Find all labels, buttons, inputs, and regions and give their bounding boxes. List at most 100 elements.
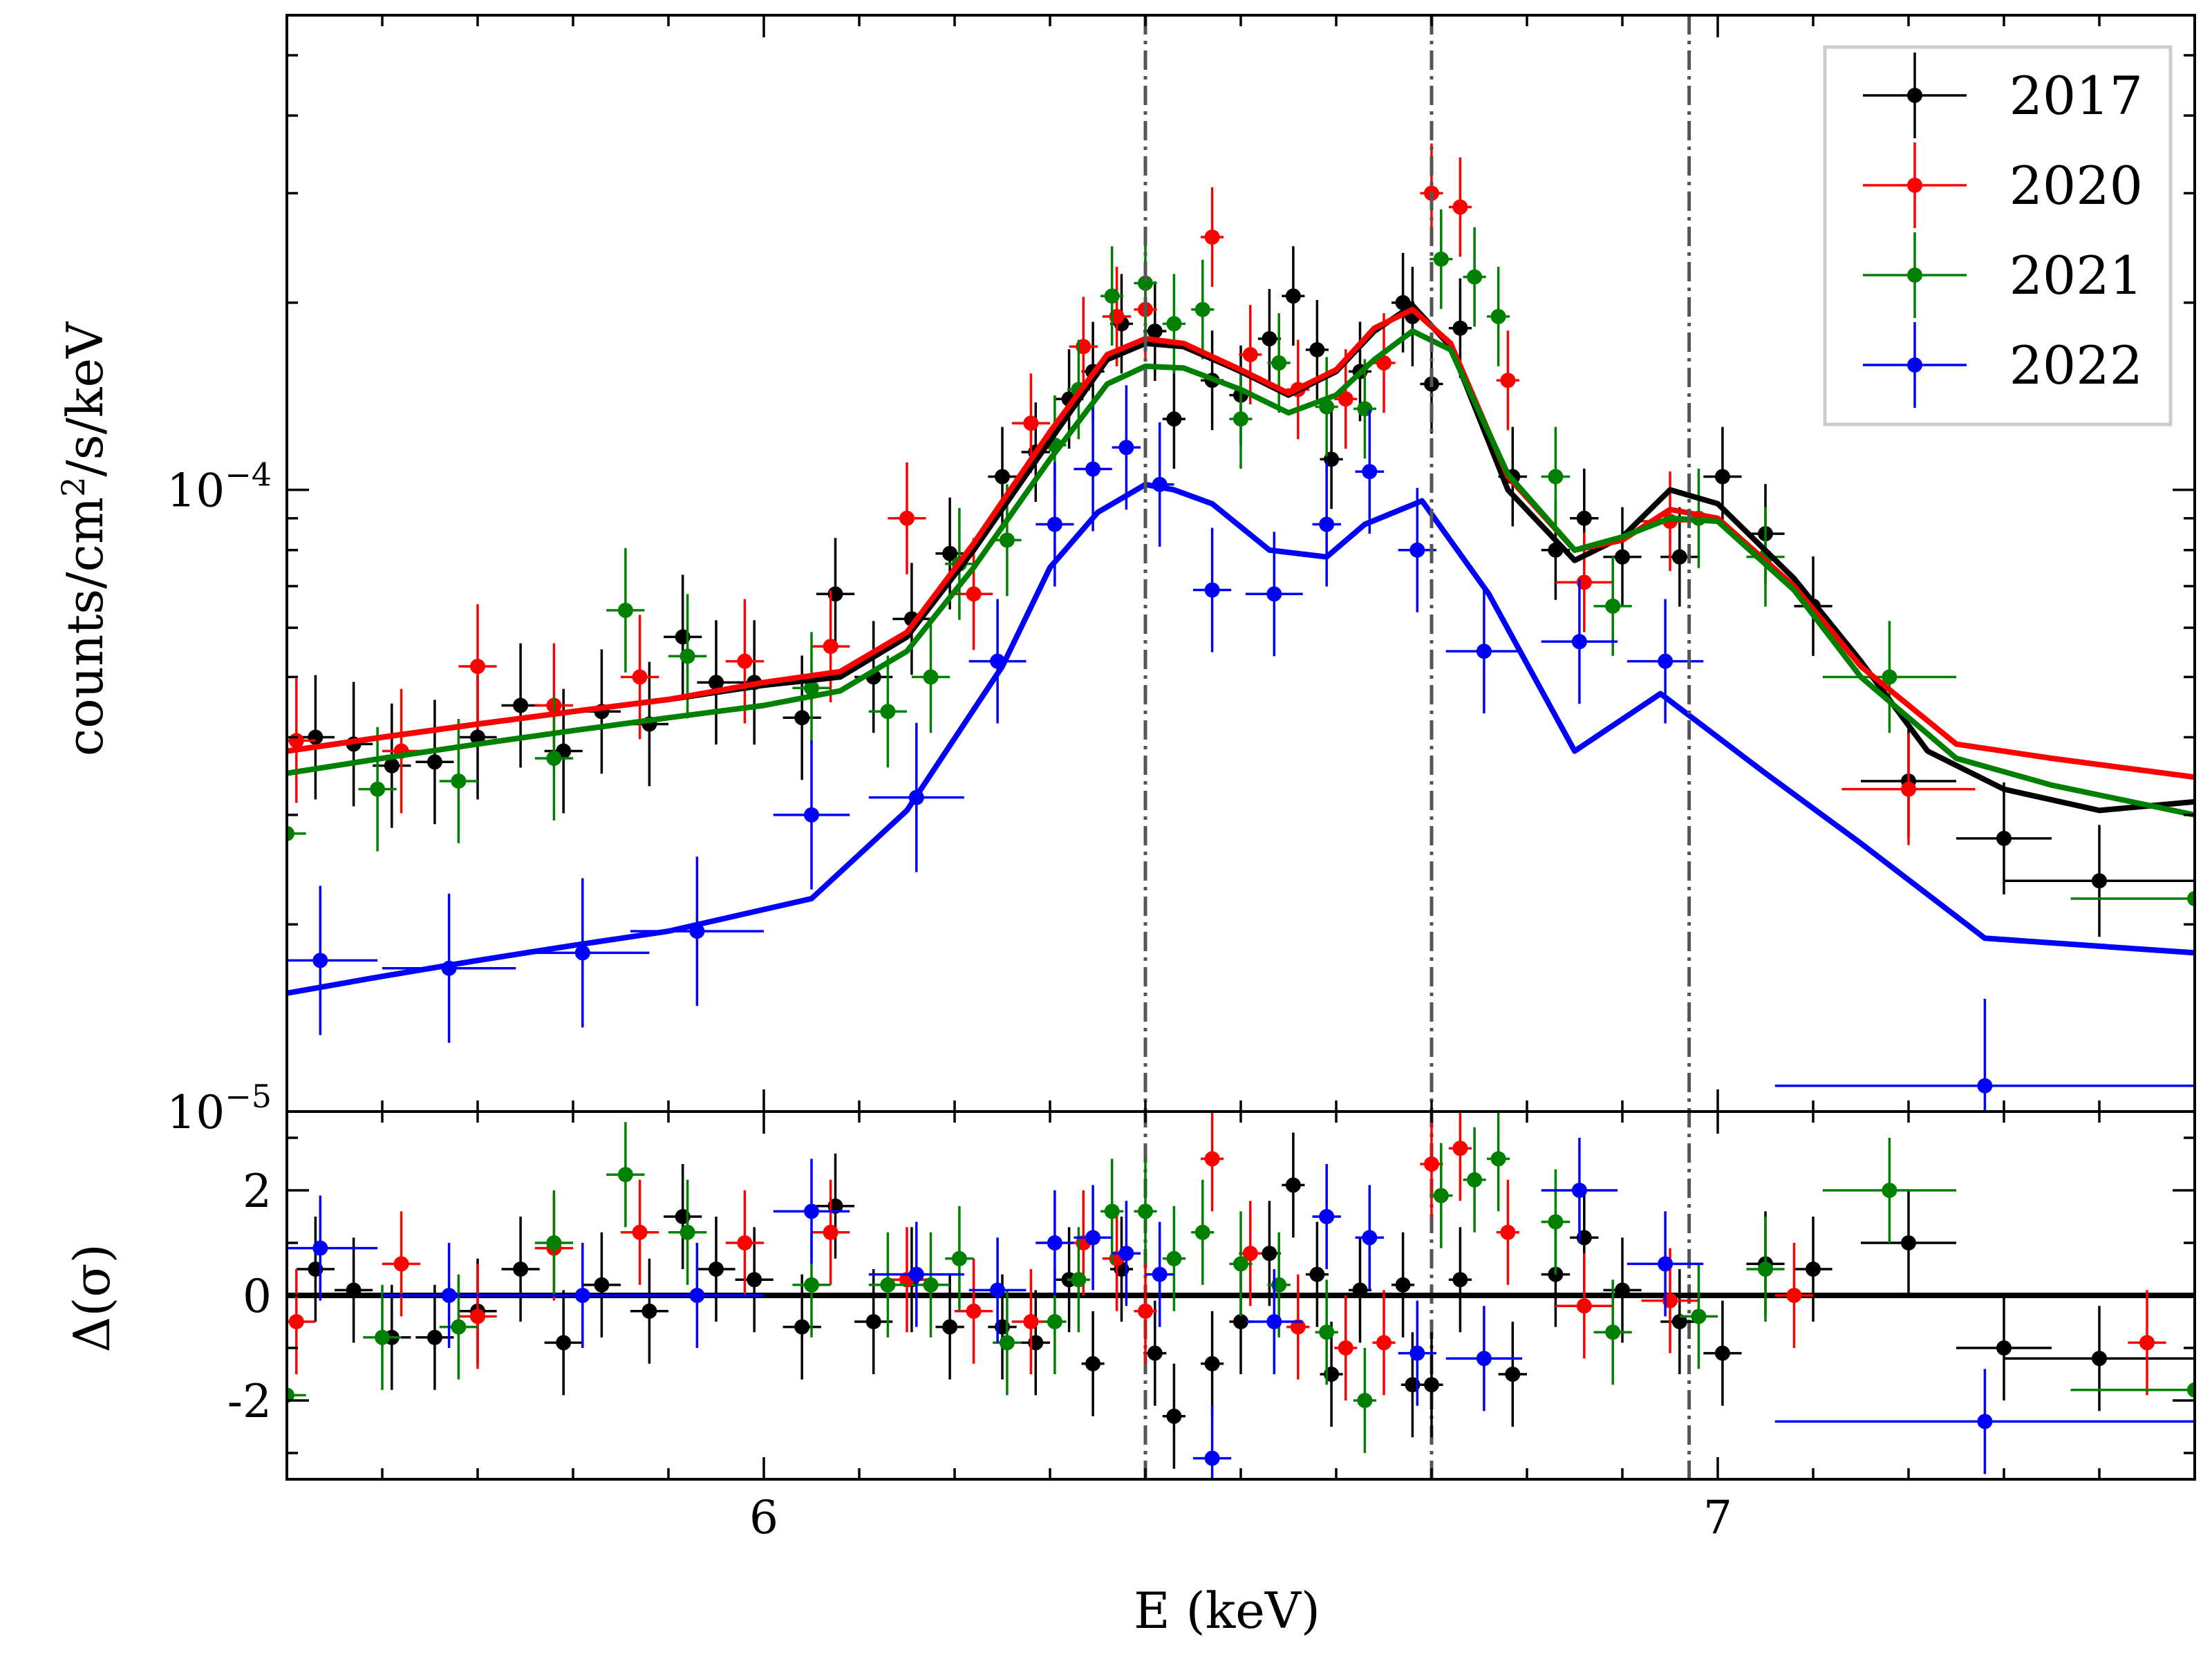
residual-point [617, 1167, 633, 1183]
data-point [1901, 781, 1916, 797]
residual-point [923, 1277, 939, 1293]
residual-point [1233, 1314, 1248, 1329]
legend-label: 2020 [2009, 155, 2143, 216]
data-point [999, 532, 1015, 548]
residual-point [287, 1387, 294, 1403]
data-point [1104, 288, 1120, 304]
residual-point [1786, 1288, 1802, 1303]
residual-point [1166, 1250, 1182, 1266]
model-line-2021 [287, 328, 2195, 818]
residual-point [2139, 1335, 2155, 1351]
data-point [1118, 440, 1134, 456]
residual-point [1319, 1324, 1335, 1340]
residual-point [1166, 1408, 1182, 1424]
data-point [1977, 1078, 1993, 1094]
legend-marker [1907, 178, 1922, 193]
residual-point [2187, 1382, 2195, 1398]
residual-point [1424, 1156, 1439, 1172]
residual-point [574, 1288, 590, 1303]
residual-y-tick-label: 2 [243, 1165, 272, 1218]
data-point [384, 758, 400, 774]
data-point [617, 602, 633, 618]
legend-box [1823, 45, 2173, 427]
residual-point [999, 1335, 1015, 1351]
data-point [574, 945, 590, 961]
x-axis-label: E (keV) [1134, 1582, 1320, 1640]
residual-point [1357, 1393, 1373, 1408]
residual-panel [287, 1112, 2195, 1479]
data-point [1242, 347, 1258, 363]
residual-point [1691, 1309, 1707, 1324]
residual-point [632, 1224, 648, 1240]
bottom-y-axis-label: Δ(σ) [63, 1244, 121, 1352]
legend-marker [1907, 357, 1922, 373]
top-y-axis-label-superscript: 2 [55, 477, 92, 497]
residual-point [942, 1319, 958, 1335]
residual-point [1977, 1414, 1993, 1430]
x-tick-label: 7 [1703, 1491, 1732, 1544]
residual-point [513, 1262, 529, 1277]
residual-point [1996, 1340, 2012, 1356]
residual-point [393, 1256, 409, 1272]
residual-point [689, 1288, 705, 1303]
data-point [1262, 331, 1277, 347]
data-point [1467, 269, 1483, 285]
residual-point [1671, 1314, 1687, 1329]
residual-plot-area [287, 1112, 2195, 1479]
residual-point [1071, 1272, 1087, 1288]
residual-point [1309, 1266, 1325, 1282]
spectrum-panel [287, 15, 2195, 1479]
data-point [1047, 516, 1062, 532]
data-point [995, 469, 1010, 485]
residual-point [1319, 1209, 1335, 1224]
data-point [1714, 469, 1730, 485]
data-point [1233, 411, 1248, 427]
data-point [1571, 634, 1587, 650]
data-point [1204, 582, 1220, 598]
residual-point [1023, 1314, 1039, 1329]
residual-point [794, 1319, 810, 1335]
data-point [2092, 873, 2107, 889]
residual-point [1118, 1246, 1134, 1262]
residual-point [1500, 1224, 1516, 1240]
series-2021-residuals [287, 1112, 2195, 1453]
residual-point [804, 1277, 819, 1293]
residual-point [470, 1309, 485, 1324]
residual-point [1806, 1262, 1821, 1277]
residual-point [880, 1277, 896, 1293]
residual-point [1576, 1298, 1592, 1314]
legend-label: 2021 [2009, 245, 2143, 306]
legend-label: 2017 [2009, 65, 2143, 126]
residual-point [951, 1250, 967, 1266]
data-point [288, 733, 304, 749]
data-point [709, 675, 724, 691]
residual-point [1362, 1230, 1378, 1246]
data-point [312, 953, 328, 968]
model-line-2022 [287, 481, 2195, 996]
residual-point [1338, 1340, 1353, 1356]
data-point [794, 710, 810, 726]
data-point [1194, 301, 1210, 317]
data-point [1615, 549, 1630, 565]
data-point [1138, 275, 1153, 291]
y-tick-label-base: 10 [167, 1086, 225, 1139]
y-tick-label: 10−4 [167, 456, 272, 518]
residual-point [679, 1224, 695, 1240]
data-point [1166, 316, 1182, 332]
residual-point [990, 1282, 1006, 1298]
data-point [1204, 229, 1220, 245]
data-point [632, 669, 648, 685]
data-point [1996, 830, 2012, 846]
residual-point [1376, 1335, 1391, 1351]
data-point [1147, 324, 1163, 339]
residual-y-tick-label: -2 [227, 1375, 272, 1428]
residual-point [1085, 1356, 1101, 1371]
residual-point [747, 1272, 762, 1288]
data-point [1476, 644, 1492, 659]
residual-point [346, 1282, 362, 1298]
residual-point [1266, 1314, 1282, 1329]
residual-point [1758, 1262, 1773, 1277]
residual-point [709, 1262, 724, 1277]
top-y-axis-label-main: counts/cm [56, 497, 114, 756]
data-point [942, 545, 958, 561]
